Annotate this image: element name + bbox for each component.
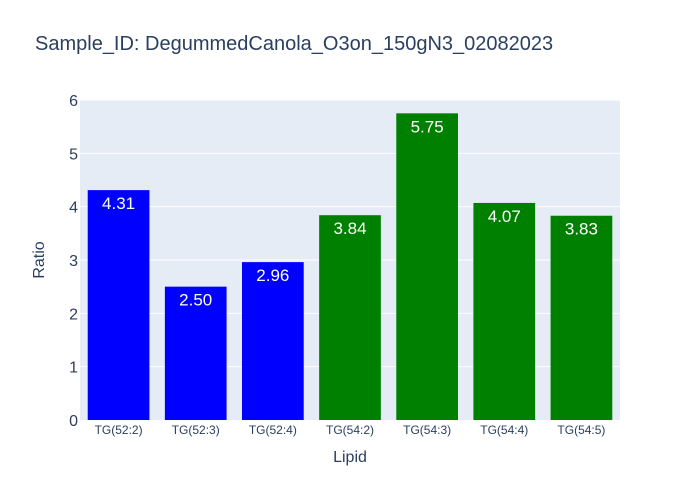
- bar-value-label: 2.50: [179, 291, 212, 310]
- x-tick-labels: TG(52:2) TG(52:3) TG(52:4) TG(54:2) TG(54:3)…: [95, 423, 606, 437]
- y-tick-label: 5: [69, 146, 78, 163]
- x-tick-label: TG(54:3): [403, 423, 451, 437]
- y-tick-label: 3: [69, 253, 78, 270]
- bar: [87, 190, 150, 420]
- y-tick-label: 1: [69, 360, 78, 377]
- x-axis-title: Lipid: [333, 449, 367, 466]
- x-tick-label: TG(54:5): [557, 423, 605, 437]
- bar-value-label: 4.31: [102, 194, 135, 213]
- bar: [473, 202, 536, 420]
- bar-labels: 4.31 2.50 2.96 3.84 5.75 4.07 3.83: [102, 117, 598, 309]
- bar-value-label: 5.75: [411, 117, 444, 136]
- bar: [396, 113, 458, 420]
- x-tick-label: TG(52:4): [249, 423, 297, 437]
- y-tick-label: 6: [69, 93, 78, 110]
- bar-value-label: 3.84: [333, 219, 366, 238]
- x-tick-label: TG(54:2): [326, 423, 374, 437]
- bar: [319, 215, 381, 420]
- bars: [87, 113, 613, 420]
- bar-value-label: 2.96: [256, 266, 289, 285]
- x-tick-label: TG(54:4): [480, 423, 528, 437]
- bar: [242, 262, 304, 420]
- y-axis-title: Ratio: [31, 241, 48, 278]
- bar: [550, 215, 613, 420]
- bar-value-label: 3.83: [565, 220, 598, 239]
- x-tick-label: TG(52:2): [95, 423, 143, 437]
- y-tick-label: 2: [69, 306, 78, 323]
- y-tick-label: 0: [69, 413, 78, 430]
- bar: [164, 286, 227, 420]
- x-tick-label: TG(52:3): [172, 423, 220, 437]
- y-tick-label: 4: [69, 200, 78, 217]
- chart-title: Sample_ID: DegummedCanola_O3on_150gN3_02…: [35, 33, 553, 55]
- bar-value-label: 4.07: [488, 207, 521, 226]
- y-tick-labels: 0 1 2 3 4 5 6: [69, 93, 78, 430]
